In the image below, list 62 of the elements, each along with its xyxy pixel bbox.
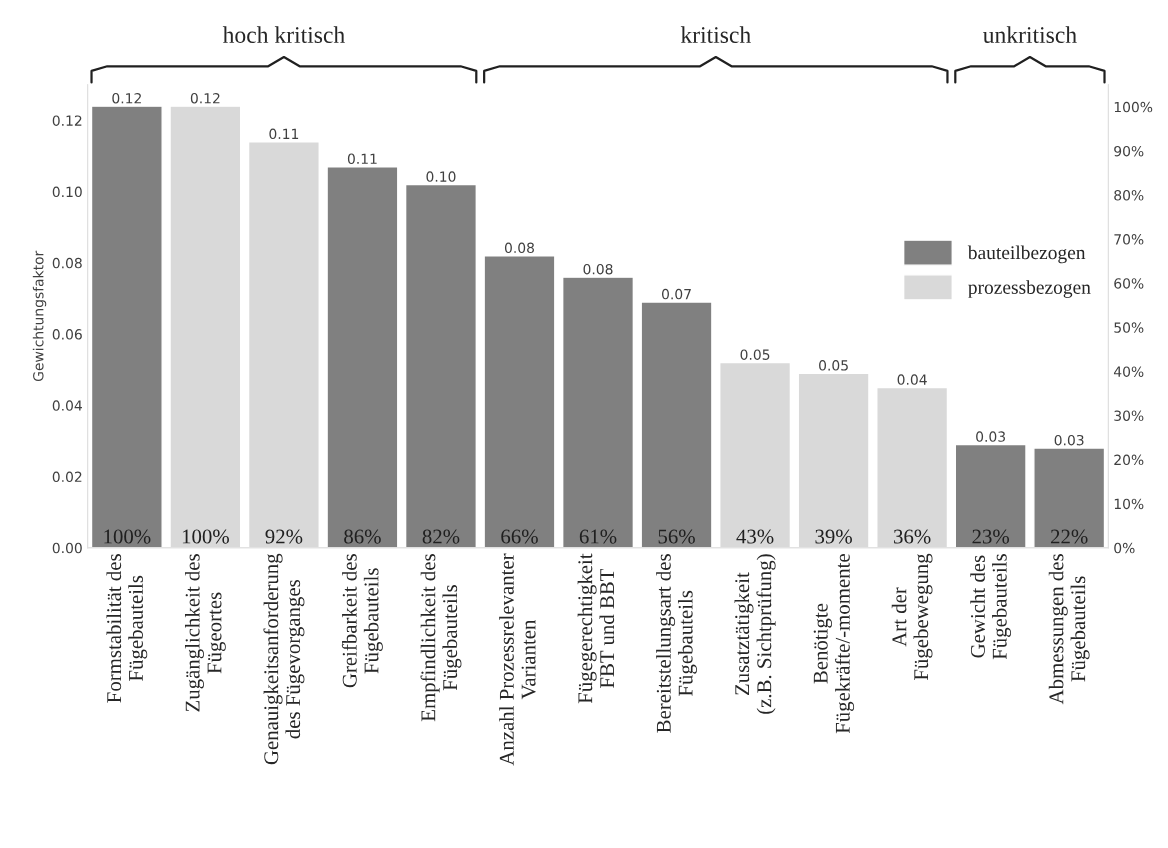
legend-label: prozessbezogen (968, 280, 1091, 298)
y-axis-title: Gewichtungsfaktor (32, 250, 47, 382)
text: 0.03 (976, 431, 1005, 442)
x-tick-label: Anzahl Prozessrelevanter Varianten (499, 553, 536, 766)
text: kritisch (680, 26, 751, 43)
x-tick-label: Empfindlichkeit des Fügebauteils (420, 554, 462, 722)
annotation: 86% (344, 529, 381, 544)
annotation: 36% (894, 529, 931, 544)
x-tick-label: Gewicht des Fügebauteils (970, 554, 1012, 660)
legend-label: bauteilbezogen (967, 245, 1086, 264)
y2-tick-label: 10% (1114, 498, 1144, 510)
y2-tick-label: 80% (1114, 190, 1144, 201)
y-tick-label: 0.00 (52, 542, 82, 554)
text: 0.11 (269, 128, 299, 140)
text: 0.08 (504, 242, 534, 254)
y-tick-label: 0.04 (52, 400, 82, 411)
y2-tick-label: 50% (1114, 322, 1144, 333)
x-tick-label: Genauigkeitsanforderung des Fügevorganges (263, 553, 305, 765)
text: unkritisch (983, 26, 1077, 43)
annotation: 22% (1050, 529, 1088, 544)
y-tick-label: 0.02 (52, 471, 82, 483)
x-tick-label: Benötigte Fügekräfte/-momente (813, 554, 855, 734)
annotation: 61% (579, 529, 617, 544)
annotation: 56% (658, 529, 695, 544)
annotation: 39% (815, 529, 852, 544)
text: 0.05 (819, 360, 848, 371)
text: 0.05 (740, 349, 770, 360)
text: 0.08 (583, 263, 613, 275)
y2-tick-label: 30% (1114, 410, 1144, 421)
y2-tick-label: 40% (1113, 366, 1144, 377)
annotation: 100% (104, 529, 151, 544)
x-tick-label: Bereitstellungsart des Fügebauteils (656, 554, 697, 733)
annotation: 92% (265, 529, 303, 544)
y2-tick-label: 20% (1114, 454, 1144, 466)
annotation: 82% (422, 529, 460, 544)
annotation: 66% (501, 529, 538, 544)
x-tick-label: Zusatztätigkeit (z.B. Sichtprüfung) (734, 554, 776, 714)
y-tick-label: 0.08 (52, 257, 82, 269)
y2-tick-label: 100% (1114, 101, 1153, 113)
text: hoch kritisch (222, 26, 345, 43)
text: 0.03 (1054, 434, 1084, 446)
x-tick-label: Fügegerechtigkeit FBT und BBT (577, 553, 615, 704)
text: 0.07 (662, 288, 691, 300)
y-tick-label: 0.06 (52, 329, 82, 340)
y-tick-label: 0.12 (52, 115, 82, 126)
text: 0.12 (112, 92, 141, 104)
y2-tick-label: 70% (1114, 234, 1144, 245)
annotation: 43% (736, 529, 774, 544)
text: 0.11 (347, 153, 377, 165)
text: 0.12 (190, 92, 220, 104)
annotation: 23% (972, 529, 1010, 544)
annotation: 100% (182, 529, 229, 544)
x-tick-label: Zugänglichkeit des Fügeortes (184, 554, 226, 712)
y-tick-label: 0.10 (52, 186, 82, 198)
y2-tick-label: 60% (1114, 278, 1144, 289)
x-tick-label: Formstabilität des Fügebauteils (106, 554, 148, 703)
y2-tick-label: 90% (1114, 145, 1144, 157)
x-tick-label: Abmessungen des Fügebauteils (1048, 554, 1090, 705)
x-tick-label: Art der Fügebewegung (891, 553, 933, 681)
text: 0.10 (426, 171, 456, 182)
text: 0.04 (897, 374, 927, 385)
y2-tick-label: 0% (1114, 542, 1135, 554)
